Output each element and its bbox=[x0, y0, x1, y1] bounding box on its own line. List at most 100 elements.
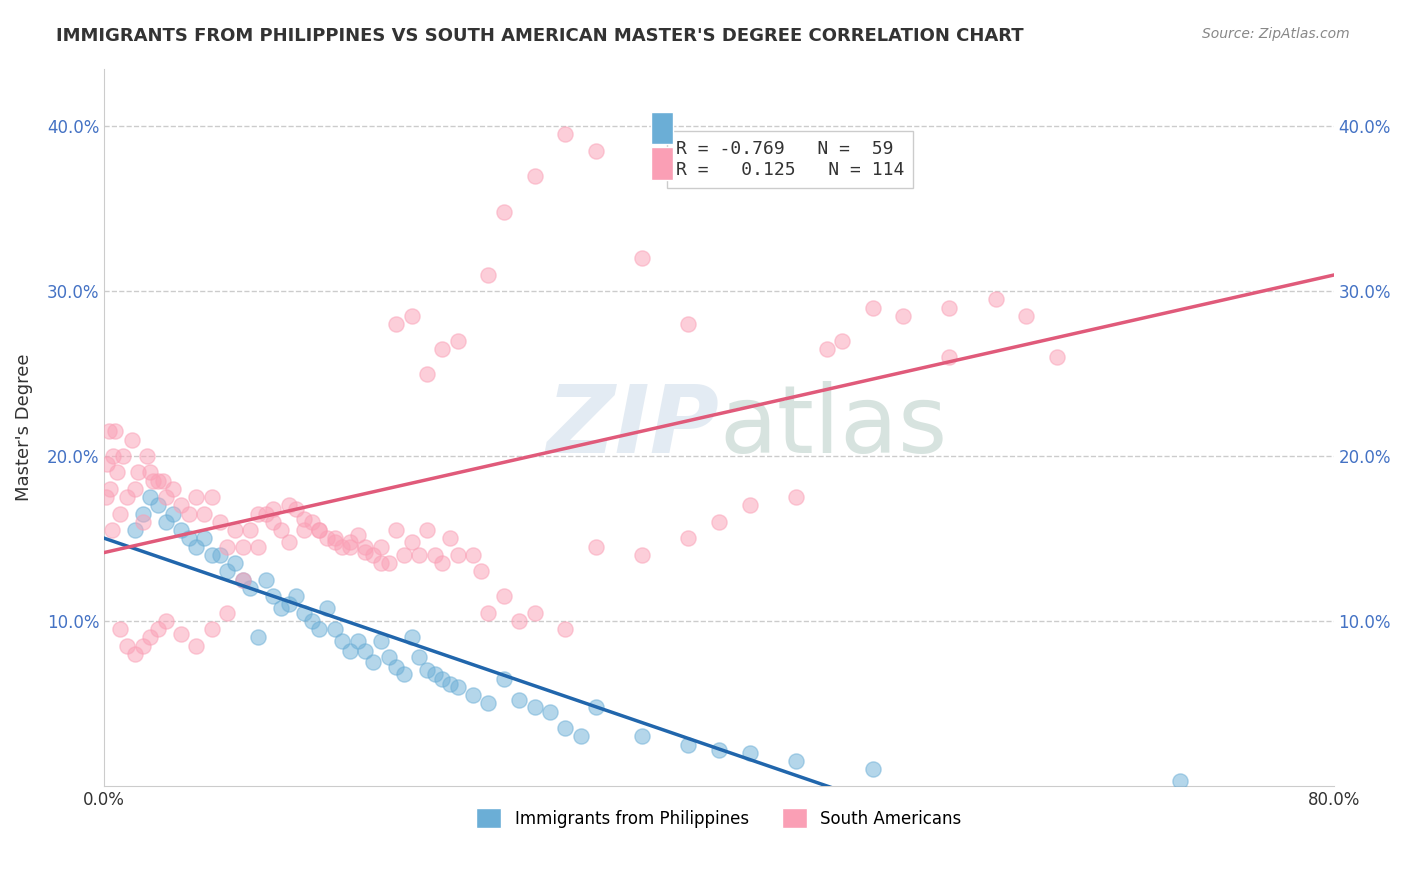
Point bbox=[569, 729, 592, 743]
Point bbox=[862, 762, 884, 776]
Point bbox=[538, 705, 561, 719]
Point bbox=[162, 482, 184, 496]
Point bbox=[232, 573, 254, 587]
Text: atlas: atlas bbox=[718, 381, 948, 473]
Point bbox=[332, 633, 354, 648]
Point bbox=[224, 523, 246, 537]
Point bbox=[104, 424, 127, 438]
Point bbox=[155, 490, 177, 504]
Point bbox=[492, 589, 515, 603]
Point bbox=[217, 565, 239, 579]
Point bbox=[416, 664, 439, 678]
Point bbox=[170, 523, 193, 537]
Point bbox=[361, 655, 384, 669]
Point bbox=[361, 548, 384, 562]
Point bbox=[308, 622, 330, 636]
Point bbox=[508, 614, 530, 628]
Point bbox=[631, 251, 654, 265]
Point bbox=[432, 342, 454, 356]
Point bbox=[201, 622, 224, 636]
Point bbox=[477, 606, 499, 620]
Point bbox=[108, 507, 131, 521]
Point bbox=[270, 523, 292, 537]
Point bbox=[193, 507, 215, 521]
Point bbox=[707, 742, 730, 756]
Point bbox=[155, 614, 177, 628]
Point bbox=[323, 622, 346, 636]
Point bbox=[554, 622, 576, 636]
Point bbox=[292, 606, 315, 620]
Point bbox=[224, 556, 246, 570]
Point bbox=[1015, 309, 1038, 323]
Point bbox=[423, 548, 446, 562]
Point bbox=[631, 729, 654, 743]
Point bbox=[508, 693, 530, 707]
Point bbox=[186, 490, 208, 504]
Y-axis label: Master's Degree: Master's Degree bbox=[15, 353, 32, 501]
Point bbox=[447, 548, 470, 562]
Point bbox=[270, 600, 292, 615]
Point bbox=[523, 699, 546, 714]
Point bbox=[676, 738, 699, 752]
Point bbox=[408, 650, 430, 665]
Point bbox=[891, 309, 914, 323]
Point bbox=[461, 688, 484, 702]
Point bbox=[170, 499, 193, 513]
Point bbox=[585, 144, 607, 158]
Point bbox=[377, 650, 399, 665]
Point bbox=[676, 317, 699, 331]
Point bbox=[523, 606, 546, 620]
Point bbox=[254, 573, 277, 587]
Point bbox=[277, 499, 299, 513]
Point bbox=[323, 534, 346, 549]
Point bbox=[815, 342, 838, 356]
Point bbox=[401, 309, 423, 323]
Point bbox=[339, 540, 361, 554]
Point bbox=[201, 548, 224, 562]
Point bbox=[432, 556, 454, 570]
Point bbox=[262, 501, 284, 516]
Point bbox=[201, 490, 224, 504]
Point bbox=[139, 466, 162, 480]
Point bbox=[416, 367, 439, 381]
Point bbox=[370, 540, 392, 554]
Point bbox=[139, 490, 162, 504]
Text: Source: ZipAtlas.com: Source: ZipAtlas.com bbox=[1202, 27, 1350, 41]
Point bbox=[177, 532, 200, 546]
Point bbox=[124, 523, 146, 537]
Point bbox=[477, 268, 499, 282]
Point bbox=[108, 622, 131, 636]
Point bbox=[461, 548, 484, 562]
Point bbox=[97, 424, 120, 438]
Point bbox=[217, 540, 239, 554]
Point bbox=[1168, 773, 1191, 788]
Point bbox=[392, 548, 415, 562]
Point bbox=[246, 507, 269, 521]
Point bbox=[316, 532, 339, 546]
Point bbox=[707, 515, 730, 529]
Point bbox=[385, 317, 408, 331]
Point bbox=[285, 589, 308, 603]
FancyBboxPatch shape bbox=[651, 147, 673, 179]
Point bbox=[186, 540, 208, 554]
Point bbox=[117, 490, 139, 504]
Point bbox=[831, 334, 853, 348]
Point bbox=[423, 666, 446, 681]
Point bbox=[208, 548, 231, 562]
Point bbox=[105, 466, 128, 480]
Point bbox=[316, 600, 339, 615]
Point bbox=[354, 540, 377, 554]
Point bbox=[676, 532, 699, 546]
Point bbox=[492, 672, 515, 686]
Point bbox=[401, 631, 423, 645]
Point bbox=[938, 350, 960, 364]
Point bbox=[785, 490, 807, 504]
Point bbox=[554, 128, 576, 142]
Point bbox=[354, 544, 377, 558]
Point bbox=[339, 534, 361, 549]
Point bbox=[152, 474, 174, 488]
Text: R = -0.769   N =  59
R =   0.125   N = 114: R = -0.769 N = 59 R = 0.125 N = 114 bbox=[676, 140, 904, 179]
Point bbox=[146, 622, 169, 636]
Point bbox=[385, 660, 408, 674]
Legend: Immigrants from Philippines, South Americans: Immigrants from Philippines, South Ameri… bbox=[470, 801, 969, 835]
